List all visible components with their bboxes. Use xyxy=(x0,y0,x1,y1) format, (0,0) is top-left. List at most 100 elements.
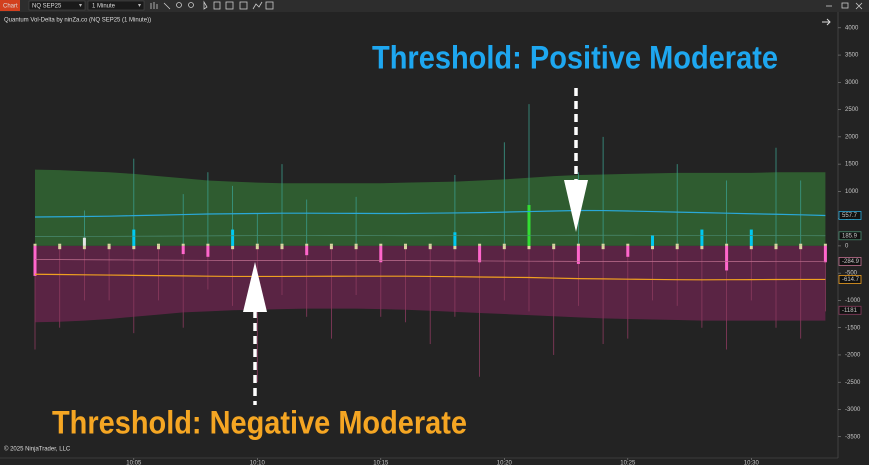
price-marker-label: -284.9 xyxy=(842,259,860,265)
delta-bar xyxy=(749,245,753,250)
delta-bar xyxy=(181,243,185,246)
arrow-head xyxy=(243,262,267,312)
delta-bar xyxy=(33,245,37,276)
delta-bar xyxy=(428,245,432,250)
delta-bar xyxy=(206,245,210,257)
delta-bar xyxy=(675,243,679,246)
y-tick-label: -500 xyxy=(845,271,858,277)
delta-bar xyxy=(231,245,235,250)
delta-bar xyxy=(774,245,778,250)
delta-bar xyxy=(823,245,827,263)
y-tick-label: -1000 xyxy=(845,298,861,304)
delta-bar xyxy=(58,243,62,246)
delta-bar xyxy=(255,245,259,250)
x-tick-label: 10:30 xyxy=(744,461,760,465)
delta-bar xyxy=(453,232,457,246)
delta-bar xyxy=(601,245,605,250)
delta-bar xyxy=(823,243,827,246)
chart-button[interactable] xyxy=(0,0,20,11)
delta-bar xyxy=(379,243,383,246)
price-marker-label: 185.9 xyxy=(842,233,858,239)
delta-bar xyxy=(231,229,235,246)
delta-bar xyxy=(651,235,654,246)
series-line xyxy=(34,209,826,218)
delta-bar xyxy=(799,243,803,246)
scroll-end-icon[interactable] xyxy=(822,18,831,26)
delta-bar xyxy=(453,245,457,250)
delta-bar xyxy=(700,229,704,246)
pencil-icon[interactable] xyxy=(163,2,171,10)
pointer-icon[interactable] xyxy=(203,0,208,10)
delta-bar xyxy=(404,243,407,246)
delta-bar xyxy=(132,229,136,246)
attach-icon[interactable] xyxy=(265,1,274,10)
price-marker-label: 557.7 xyxy=(842,213,858,219)
bars-icon[interactable] xyxy=(150,2,158,9)
y-tick-label: 1500 xyxy=(845,162,859,168)
dropdown-arrow xyxy=(79,4,82,7)
interval-label[interactable]: 1 Minute xyxy=(92,4,116,10)
delta-bar xyxy=(255,243,259,246)
y-tick-label: -3500 xyxy=(845,434,861,440)
delta-bar xyxy=(305,243,309,246)
delta-bar xyxy=(107,245,111,250)
delta-bar xyxy=(107,243,111,246)
delta-bar xyxy=(527,245,531,250)
delta-bar xyxy=(799,245,803,250)
delta-bar xyxy=(502,243,506,246)
delta-bar xyxy=(379,245,383,263)
delta-bar xyxy=(576,243,580,246)
series-line xyxy=(34,273,826,281)
strategy-icon[interactable] xyxy=(252,1,263,10)
delta-bar xyxy=(329,245,333,250)
annotation: Threshold: Negative Moderate xyxy=(52,404,467,440)
y-tick-label: 2500 xyxy=(845,107,859,113)
price-marker xyxy=(838,211,862,220)
delta-bar xyxy=(132,245,136,250)
chart-button-label[interactable]: Chart xyxy=(3,4,18,10)
y-tick-label: 3500 xyxy=(845,53,859,59)
delta-bar xyxy=(58,245,62,250)
delta-bar xyxy=(329,243,333,246)
dropdown-arrow xyxy=(138,4,141,7)
y-tick-label: -3000 xyxy=(845,407,861,413)
template-icon[interactable] xyxy=(225,1,234,10)
x-tick-label: 10:15 xyxy=(373,461,389,465)
delta-bar xyxy=(280,243,284,246)
series-line xyxy=(34,259,826,262)
annotations: Threshold: Positive Moderate Threshold: N… xyxy=(52,39,778,440)
properties-icon[interactable] xyxy=(213,1,221,10)
instrument-label[interactable]: NQ SEP25 xyxy=(32,4,62,10)
zoom-in-icon[interactable] xyxy=(176,2,182,8)
delta-bar xyxy=(626,245,630,257)
interval-select[interactable] xyxy=(87,0,145,11)
close-icon[interactable] xyxy=(855,2,863,10)
delta-bar xyxy=(502,245,506,250)
annotation: Threshold: Positive Moderate xyxy=(372,39,778,75)
delta-bar xyxy=(478,243,482,246)
delta-bar xyxy=(478,245,482,263)
delta-bar xyxy=(626,243,630,246)
delta-bar xyxy=(725,243,729,246)
delta-bar xyxy=(428,243,432,246)
arrow-up xyxy=(243,262,267,405)
delta-bar xyxy=(576,245,580,264)
zoom-out-icon[interactable] xyxy=(188,2,194,8)
delta-bar xyxy=(82,245,86,250)
price-marker xyxy=(838,275,862,284)
price-marker xyxy=(838,305,862,315)
delta-bar xyxy=(601,243,605,246)
plot: 40003500300025002000150010005000-500-100… xyxy=(33,25,862,465)
delta-bar xyxy=(206,243,210,246)
delta-bar xyxy=(552,245,556,250)
indicator-icon[interactable] xyxy=(239,1,248,10)
toolbar-icons[interactable] xyxy=(150,0,863,10)
delta-bar xyxy=(527,205,531,246)
maximize-icon[interactable] xyxy=(841,2,849,9)
delta-bar xyxy=(82,237,86,246)
delta-bar xyxy=(181,245,185,255)
instrument-select[interactable] xyxy=(28,0,86,11)
price-marker-label: -1181 xyxy=(842,308,858,314)
delta-bar xyxy=(774,243,778,246)
y-tick-label: 2000 xyxy=(845,134,859,140)
